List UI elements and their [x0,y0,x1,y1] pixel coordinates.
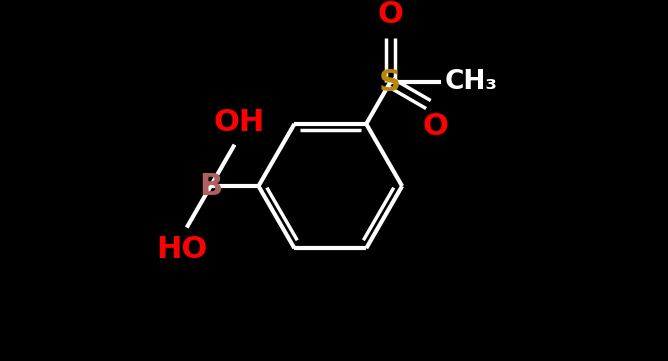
Text: OH: OH [214,108,265,137]
Text: HO: HO [156,235,208,264]
Text: O: O [377,0,403,29]
Text: O: O [423,112,449,141]
Text: CH₃: CH₃ [444,69,498,95]
Text: B: B [199,171,222,201]
Text: S: S [379,68,401,97]
